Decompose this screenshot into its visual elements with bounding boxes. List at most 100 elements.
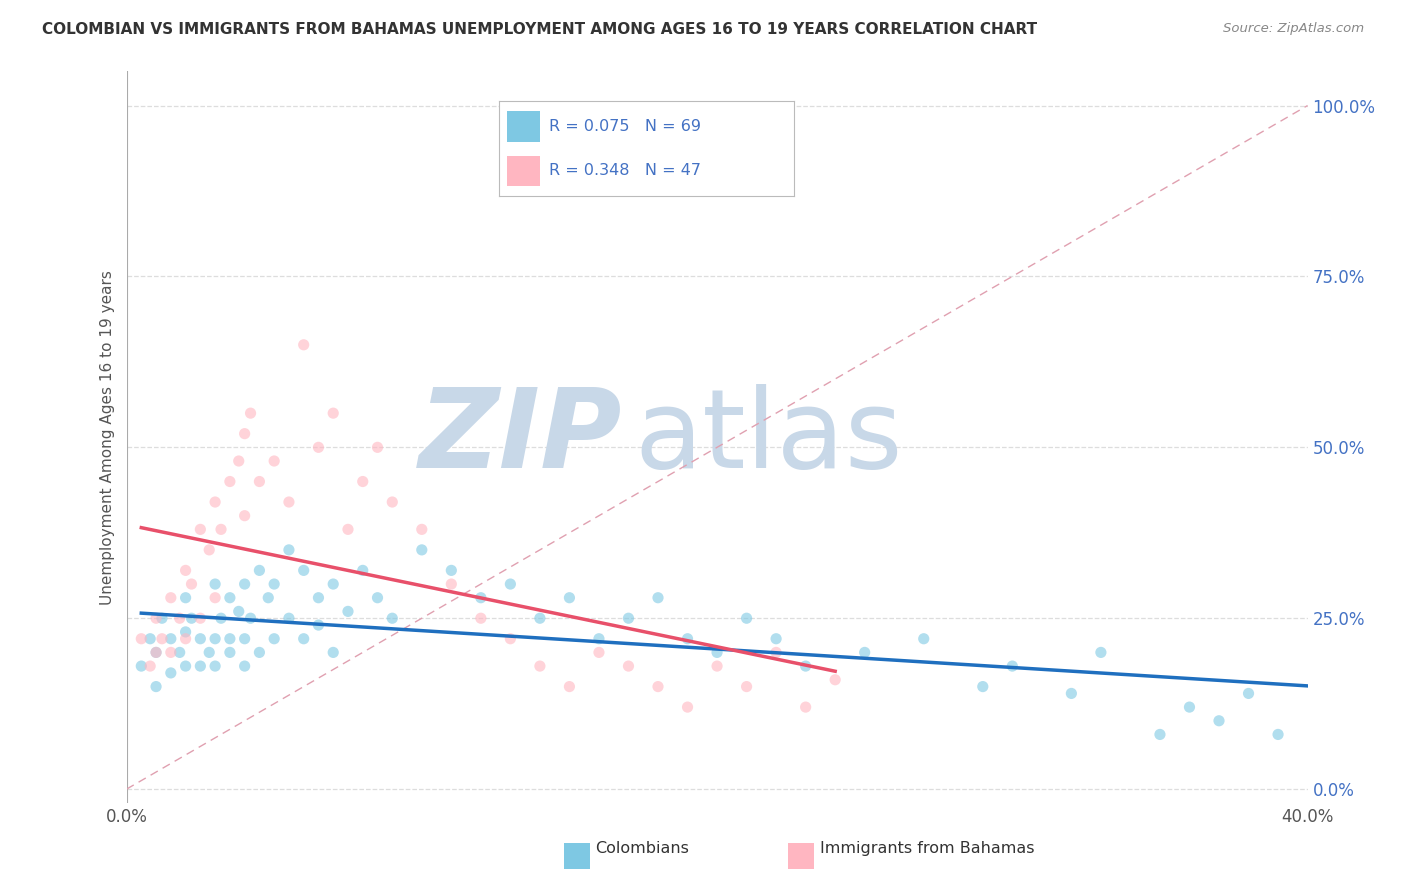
Point (337, 522, 360, 536)
Point (617, 659, 640, 673)
Point (352, 563, 374, 577)
Point (160, 632, 183, 646)
Point (233, 426, 256, 441)
Point (676, 700, 699, 714)
Point (647, 591, 669, 605)
Point (706, 659, 728, 673)
Point (352, 475, 374, 489)
Point (174, 632, 197, 646)
Point (292, 563, 315, 577)
Point (292, 632, 315, 646)
Point (139, 632, 162, 646)
Point (174, 624, 197, 639)
Point (308, 440, 330, 454)
Point (174, 659, 197, 673)
Point (180, 611, 202, 625)
Point (1237, 686, 1260, 700)
Point (233, 659, 256, 673)
Point (233, 508, 256, 523)
Point (263, 577, 285, 591)
Text: Source: ZipAtlas.com: Source: ZipAtlas.com (1223, 22, 1364, 36)
Point (588, 632, 610, 646)
Point (219, 475, 242, 489)
Point (912, 632, 935, 646)
Point (1090, 645, 1112, 659)
Point (204, 632, 226, 646)
Point (337, 604, 360, 618)
Point (1149, 727, 1171, 741)
Point (558, 591, 581, 605)
Point (188, 611, 212, 625)
Point (824, 673, 846, 687)
Point (169, 645, 191, 659)
Point (233, 632, 256, 646)
Text: Colombians: Colombians (595, 840, 689, 855)
Point (188, 632, 212, 646)
Point (765, 645, 787, 659)
Point (972, 680, 994, 694)
Point (322, 645, 344, 659)
Point (278, 495, 301, 509)
Point (735, 611, 758, 625)
Point (706, 645, 728, 659)
Point (292, 338, 315, 352)
Point (145, 680, 167, 694)
Point (219, 632, 242, 646)
Bar (564, 843, 589, 869)
Point (381, 495, 404, 509)
Point (1001, 659, 1024, 673)
Point (1178, 700, 1201, 714)
Point (263, 632, 285, 646)
Text: Immigrants from Bahamas: Immigrants from Bahamas (820, 840, 1035, 855)
Point (381, 611, 404, 625)
Point (150, 632, 173, 646)
Point (239, 406, 262, 420)
Point (278, 611, 301, 625)
Point (160, 645, 183, 659)
Point (139, 659, 162, 673)
Point (233, 577, 256, 591)
Point (204, 591, 226, 605)
Point (470, 591, 492, 605)
Point (263, 454, 285, 468)
Point (588, 645, 610, 659)
Point (204, 659, 226, 673)
Point (499, 577, 522, 591)
Point (440, 563, 463, 577)
Point (174, 563, 197, 577)
Point (308, 591, 330, 605)
Point (198, 542, 221, 557)
Text: COLOMBIAN VS IMMIGRANTS FROM BAHAMAS UNEMPLOYMENT AMONG AGES 16 TO 19 YEARS CORR: COLOMBIAN VS IMMIGRANTS FROM BAHAMAS UNE… (42, 22, 1038, 37)
Point (367, 591, 389, 605)
Text: atlas: atlas (634, 384, 903, 491)
Point (145, 611, 167, 625)
Point (308, 618, 330, 632)
Point (174, 591, 197, 605)
Point (794, 700, 817, 714)
Point (853, 645, 876, 659)
Point (794, 659, 817, 673)
Point (735, 680, 758, 694)
Point (169, 611, 191, 625)
Point (160, 665, 183, 680)
Point (188, 659, 212, 673)
Point (145, 645, 167, 659)
Point (440, 577, 463, 591)
Point (322, 406, 344, 420)
Point (367, 440, 389, 454)
Point (470, 611, 492, 625)
Point (204, 495, 226, 509)
Point (647, 680, 669, 694)
Point (529, 611, 551, 625)
Point (219, 645, 242, 659)
Point (228, 604, 250, 618)
Point (499, 632, 522, 646)
Point (249, 475, 271, 489)
Point (249, 645, 271, 659)
Point (411, 542, 433, 557)
Point (160, 591, 183, 605)
Point (129, 659, 153, 673)
Y-axis label: Unemployment Among Ages 16 to 19 years: Unemployment Among Ages 16 to 19 years (100, 269, 115, 605)
Point (180, 577, 202, 591)
Point (411, 522, 433, 536)
